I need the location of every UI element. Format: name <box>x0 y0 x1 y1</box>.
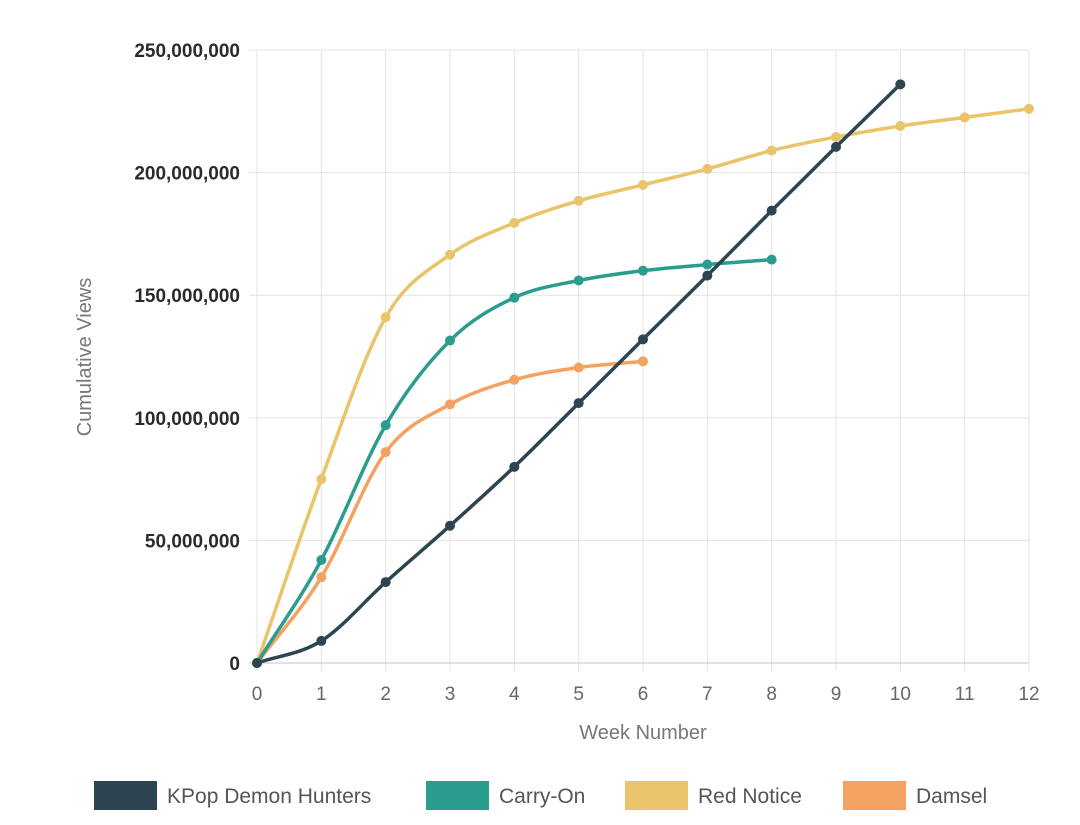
data-point-carry-on[interactable] <box>445 335 455 346</box>
x-tick-label: 3 <box>445 684 456 705</box>
data-point-kpop-demon-hunters[interactable] <box>702 270 713 281</box>
data-point-red-notice[interactable] <box>895 121 906 132</box>
data-point-kpop-demon-hunters[interactable] <box>252 658 262 668</box>
x-axis-title: Week Number <box>579 722 707 744</box>
data-point-kpop-demon-hunters[interactable] <box>380 577 391 588</box>
y-axis-title: Cumulative Views <box>74 278 96 437</box>
data-point-red-notice[interactable] <box>831 132 841 143</box>
data-point-damsel[interactable] <box>509 374 520 385</box>
data-point-kpop-demon-hunters[interactable] <box>573 398 584 409</box>
data-point-damsel[interactable] <box>638 356 648 367</box>
y-tick-label: 250,000,000 <box>134 41 240 62</box>
x-tick-label: 6 <box>638 684 649 705</box>
data-point-red-notice[interactable] <box>573 195 584 206</box>
data-point-carry-on[interactable] <box>638 265 648 276</box>
legend-swatch <box>843 781 906 810</box>
legend-label: Damsel <box>916 785 987 808</box>
legend-swatch <box>625 781 688 810</box>
data-point-red-notice[interactable] <box>1024 103 1034 114</box>
x-tick-label: 12 <box>1018 684 1039 705</box>
data-point-red-notice[interactable] <box>702 163 713 174</box>
x-tick-label: 9 <box>831 684 842 705</box>
data-point-carry-on[interactable] <box>702 259 713 270</box>
legend-item-kpop-demon-hunters[interactable]: KPop Demon Hunters <box>94 781 371 810</box>
points-layer <box>252 79 1034 668</box>
x-tick-label: 8 <box>766 684 777 705</box>
data-point-kpop-demon-hunters[interactable] <box>831 141 841 152</box>
data-point-red-notice[interactable] <box>316 474 327 485</box>
legend-item-carry-on[interactable]: Carry-On <box>426 781 585 810</box>
data-point-red-notice[interactable] <box>509 217 520 228</box>
data-point-damsel[interactable] <box>573 362 584 373</box>
x-tick-label: 11 <box>955 684 975 705</box>
data-point-kpop-demon-hunters[interactable] <box>766 205 777 216</box>
legend-swatch <box>94 781 157 810</box>
y-tick-label: 50,000,000 <box>145 531 240 552</box>
legend-label: Carry-On <box>499 785 585 808</box>
y-tick-label: 0 <box>229 654 240 675</box>
data-point-damsel[interactable] <box>316 572 327 583</box>
x-tick-label: 5 <box>573 684 584 705</box>
legend-label: Red Notice <box>698 785 802 808</box>
series-line-red-notice <box>255 107 1031 665</box>
y-tick-label: 100,000,000 <box>134 409 240 430</box>
data-point-kpop-demon-hunters[interactable] <box>895 79 906 90</box>
data-point-red-notice[interactable] <box>638 179 648 190</box>
data-point-carry-on[interactable] <box>509 292 520 303</box>
data-point-red-notice[interactable] <box>959 112 970 123</box>
legend-item-red-notice[interactable]: Red Notice <box>625 781 802 810</box>
legend: KPop Demon Hunters Carry-On Red Notice Dams… <box>94 781 987 810</box>
data-point-carry-on[interactable] <box>573 275 584 286</box>
x-tick-label: 2 <box>380 684 391 705</box>
y-tick-label: 150,000,000 <box>134 286 240 307</box>
axes: 0 1 2 3 4 5 6 7 8 9 10 11 12050,000,000100,000,00015… <box>134 41 1039 705</box>
x-tick-label: 7 <box>702 684 713 705</box>
data-point-kpop-demon-hunters[interactable] <box>509 461 520 472</box>
data-point-red-notice[interactable] <box>766 145 777 156</box>
y-tick-label: 200,000,000 <box>134 164 240 185</box>
data-point-kpop-demon-hunters[interactable] <box>445 520 455 531</box>
data-point-carry-on[interactable] <box>316 555 327 566</box>
data-point-carry-on[interactable] <box>380 420 391 431</box>
data-point-carry-on[interactable] <box>766 254 777 265</box>
legend-label: KPop Demon Hunters <box>167 785 371 808</box>
x-tick-label: 0 <box>252 684 263 705</box>
data-point-kpop-demon-hunters[interactable] <box>316 635 327 646</box>
data-point-damsel[interactable] <box>445 399 455 410</box>
data-point-damsel[interactable] <box>380 447 391 458</box>
legend-item-damsel[interactable]: Damsel <box>843 781 987 810</box>
data-point-kpop-demon-hunters[interactable] <box>638 334 648 345</box>
series-line-carry-on <box>255 257 774 665</box>
data-point-red-notice[interactable] <box>380 312 391 323</box>
legend-swatch <box>426 781 489 810</box>
x-tick-label: 10 <box>890 684 911 705</box>
x-tick-label: 1 <box>316 684 327 705</box>
x-tick-label: 4 <box>509 684 520 705</box>
data-point-red-notice[interactable] <box>445 249 455 260</box>
